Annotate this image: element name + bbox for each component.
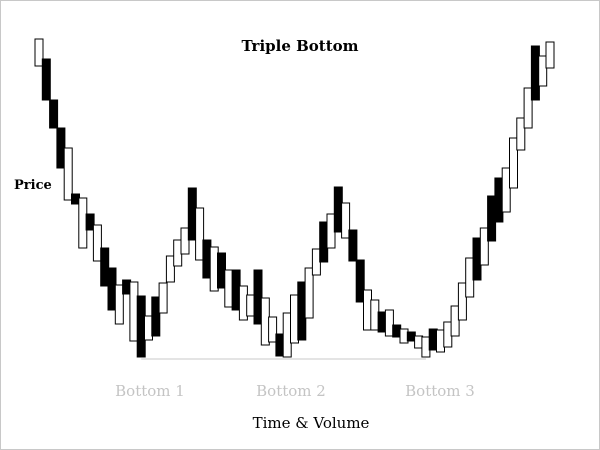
candle-up (479, 227, 489, 266)
candle-up (268, 316, 278, 343)
candle-up (341, 202, 351, 239)
candle-up (260, 297, 270, 346)
candle-up (165, 255, 175, 283)
candle-up (92, 224, 102, 262)
candle-up (34, 38, 44, 67)
candle-down (49, 99, 59, 129)
candle-down (100, 247, 110, 287)
bottom-3-label: Bottom 3 (405, 382, 475, 400)
y-axis-label: Price (14, 178, 52, 193)
candle-up (158, 282, 168, 314)
candle-down (253, 269, 263, 325)
candle-up (311, 248, 321, 276)
candle-down (297, 281, 307, 341)
candle-down (41, 58, 51, 101)
candle-up (516, 117, 526, 151)
candle-up (421, 336, 431, 358)
candle-up (384, 309, 394, 337)
candle-up (501, 167, 511, 213)
bottom-2-label: Bottom 2 (256, 382, 326, 400)
candle-down (348, 229, 358, 262)
candle-down (151, 296, 161, 337)
candle-up (195, 207, 205, 261)
candle-up (450, 305, 460, 337)
candle-up (370, 299, 380, 331)
candle-up (63, 147, 73, 201)
candle-down (333, 186, 343, 233)
candle-down (494, 177, 504, 223)
candle-up (538, 55, 548, 87)
chart-title: Triple Bottom (241, 37, 359, 55)
x-axis-label: Time & Volume (252, 414, 370, 432)
candle-up (457, 282, 467, 321)
candle-down (85, 213, 95, 231)
candle-up (114, 284, 124, 325)
candle-up (304, 267, 314, 319)
candle-down (406, 331, 416, 342)
candle-up (180, 227, 190, 255)
candle-up (509, 137, 518, 189)
candle-up (443, 321, 453, 348)
candle-up (545, 41, 555, 69)
bottom-1-label: Bottom 1 (115, 382, 185, 400)
candle-down (275, 333, 285, 357)
candle-up (523, 87, 533, 129)
candle-down (355, 259, 365, 303)
